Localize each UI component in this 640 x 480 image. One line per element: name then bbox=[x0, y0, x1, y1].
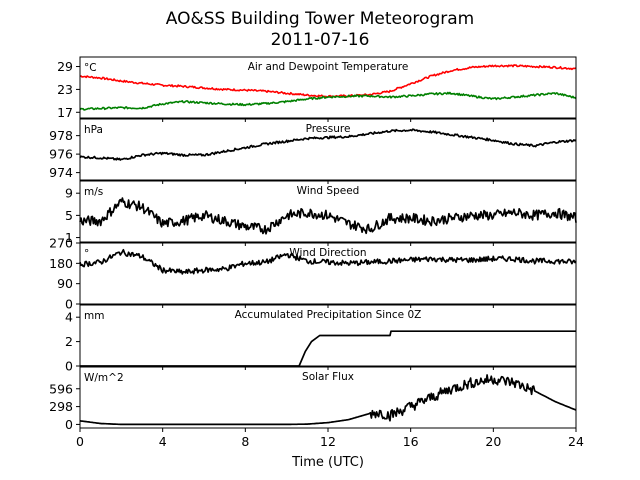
x-axis-label: Time (UTC) bbox=[291, 455, 364, 470]
figure-date: 2011-07-16 bbox=[271, 30, 370, 50]
panel-6: 0 298 596 W/m^2 Solar Flux bbox=[49, 366, 577, 432]
figure-title: AO&SS Building Tower Meteorogram bbox=[166, 9, 474, 29]
panel-title: Pressure bbox=[306, 123, 351, 135]
panel-3: 1 5 9 m/s Wind Speed bbox=[65, 180, 577, 246]
x-tick-label: 4 bbox=[159, 434, 167, 449]
y-tick-label: 9 bbox=[65, 186, 73, 201]
y-tick-label: 23 bbox=[57, 82, 73, 97]
series-line-2 bbox=[79, 91, 577, 111]
series-line-1 bbox=[79, 128, 577, 161]
panel-4: 0 90 180 270 ° Wind Direction bbox=[49, 236, 577, 312]
unit-label: ° bbox=[84, 248, 89, 260]
panel-title: Solar Flux bbox=[302, 371, 354, 383]
panel-title: Wind Speed bbox=[297, 185, 360, 197]
panel-title: Wind Direction bbox=[289, 247, 366, 259]
y-tick-label: 4 bbox=[65, 310, 73, 325]
y-tick-label: 974 bbox=[49, 165, 73, 180]
y-tick-label: 17 bbox=[57, 105, 73, 120]
x-tick-label: 12 bbox=[320, 434, 336, 449]
y-tick-label: 2 bbox=[65, 334, 73, 349]
unit-label: °C bbox=[84, 62, 97, 74]
panel-title: Accumulated Precipitation Since 0Z bbox=[235, 309, 422, 321]
x-tick-label: 24 bbox=[568, 434, 584, 449]
x-tick-label: 0 bbox=[76, 434, 84, 449]
panel-1: 17 23 29 °C Air and Dewpoint Temperature bbox=[57, 56, 577, 122]
y-tick-label: 0 bbox=[65, 359, 73, 374]
y-tick-label: 5 bbox=[65, 208, 73, 223]
panel-2: 974 976 978 hPa Pressure bbox=[49, 118, 577, 184]
y-tick-label: 978 bbox=[49, 128, 73, 143]
series-line-1 bbox=[80, 330, 576, 367]
series-line-1 bbox=[79, 248, 577, 275]
y-tick-label: 1 bbox=[65, 230, 73, 245]
y-tick-label: 298 bbox=[49, 399, 73, 414]
y-tick-label: 976 bbox=[49, 147, 73, 162]
y-tick-label: 596 bbox=[49, 381, 73, 396]
x-tick-label: 16 bbox=[403, 434, 419, 449]
series-line-1 bbox=[79, 374, 577, 426]
unit-label: W/m^2 bbox=[84, 372, 124, 384]
y-tick-label: 90 bbox=[57, 276, 73, 291]
x-tick-label: 8 bbox=[241, 434, 249, 449]
panel-title: Air and Dewpoint Temperature bbox=[248, 61, 409, 73]
series-line-1 bbox=[79, 197, 577, 235]
y-tick-label: 29 bbox=[57, 59, 73, 74]
y-tick-label: 270 bbox=[49, 236, 73, 251]
y-tick-label: 0 bbox=[65, 417, 73, 432]
y-tick-label: 0 bbox=[65, 297, 73, 312]
unit-label: hPa bbox=[84, 124, 103, 136]
x-tick-label: 20 bbox=[485, 434, 501, 449]
unit-label: m/s bbox=[84, 186, 103, 198]
y-tick-label: 180 bbox=[49, 256, 73, 271]
unit-label: mm bbox=[84, 310, 104, 322]
panel-5: 0 2 4 mm Accumulated Precipitation Since 0Z bbox=[65, 304, 577, 374]
